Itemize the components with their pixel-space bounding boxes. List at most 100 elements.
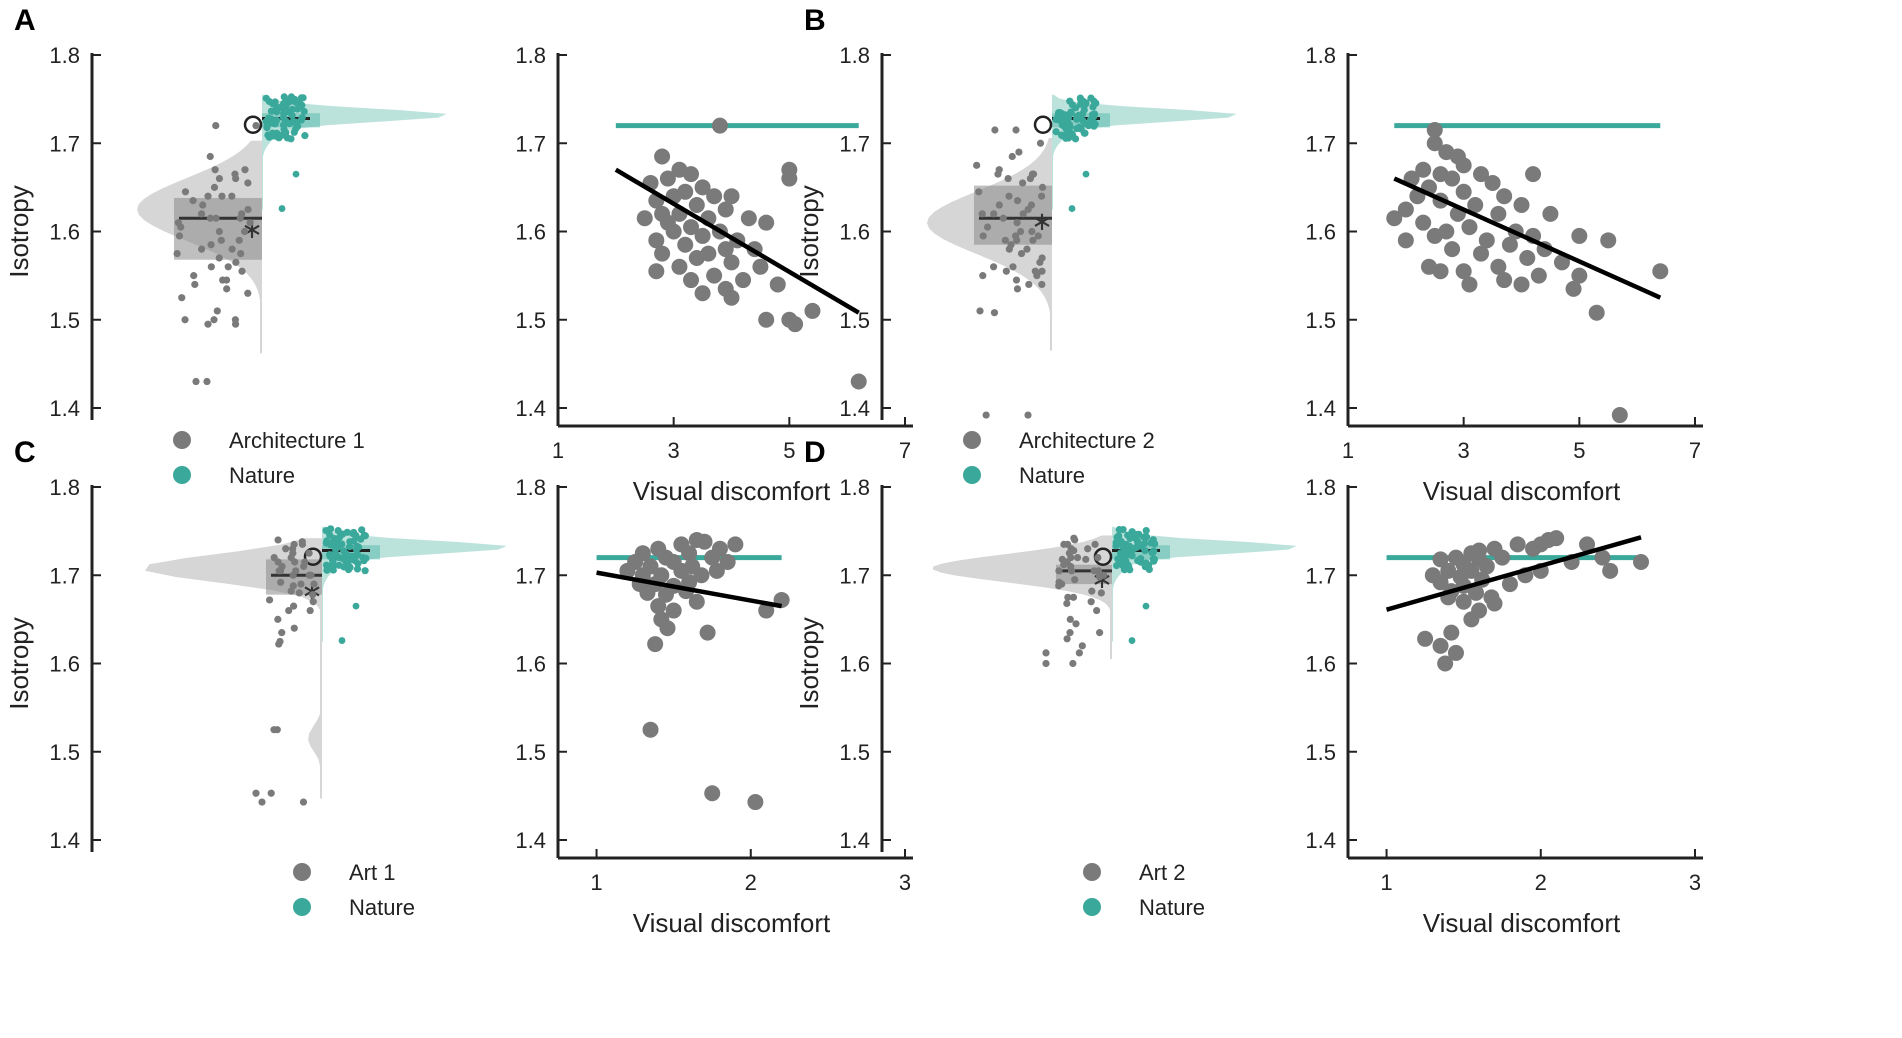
raincloud-dot-art <box>1087 598 1095 606</box>
y-tick-label: 1.4 <box>49 396 80 421</box>
raincloud-dot-nature <box>352 602 360 610</box>
raincloud-dot-art <box>1082 555 1090 563</box>
scatter-point <box>1571 267 1588 284</box>
raincloud-dot-art <box>1069 659 1077 668</box>
legend-marker-art <box>293 863 311 881</box>
raincloud-dot-nature <box>269 132 278 140</box>
raincloud-dot-art <box>282 545 290 553</box>
raincloud-dot-art <box>173 249 181 258</box>
raincloud-dot-art <box>1004 174 1012 183</box>
scatter-point <box>704 549 721 566</box>
raincloud-dot-art <box>1018 179 1027 187</box>
raincloud-dot-nature <box>1119 548 1127 556</box>
raincloud-dot-art <box>1094 567 1103 575</box>
raincloud-dot-art <box>204 192 212 200</box>
raincloud-dot-art <box>1029 236 1037 244</box>
scatter-point <box>735 272 752 289</box>
scatter-point <box>681 545 698 562</box>
raincloud-dot-art <box>276 637 284 646</box>
legend-marker-art <box>173 431 191 449</box>
scatter-point <box>1455 593 1472 610</box>
scatter-point <box>723 254 740 271</box>
raincloud-dot-art <box>252 789 260 797</box>
raincloud-dot-nature <box>293 105 302 113</box>
raincloud-dot-art <box>976 307 984 315</box>
raincloud-dot-art <box>1038 183 1047 191</box>
raincloud-dot-art <box>1071 576 1079 584</box>
scatter-point <box>717 241 734 258</box>
regression-line <box>596 570 783 609</box>
scatter-point <box>1415 161 1432 178</box>
raincloud-dot-art <box>204 320 212 328</box>
raincloud-dot-art <box>175 232 184 240</box>
raincloud-dot-art <box>1036 258 1044 266</box>
raincloud-dot-art <box>290 540 298 548</box>
raincloud-dot-art <box>990 210 998 218</box>
scatter-point <box>1455 183 1472 200</box>
x-axis-label: Visual discomfort <box>633 908 831 938</box>
raincloud-dot-art <box>274 536 282 544</box>
raincloud-dot-art <box>1072 620 1080 628</box>
scatter-point <box>1437 655 1454 672</box>
raincloud-dot-nature <box>346 563 354 572</box>
raincloud-dot-nature <box>301 132 309 140</box>
raincloud-dot-nature <box>1122 557 1130 565</box>
scatter-point <box>642 721 659 738</box>
raincloud-dot-nature <box>1073 124 1081 133</box>
scatter-point <box>727 536 744 553</box>
raincloud-dot-art <box>1096 629 1104 637</box>
raincloud-dot-art <box>213 307 221 315</box>
scatter-point <box>1461 219 1478 236</box>
scatter-point <box>683 219 700 236</box>
scatter-point <box>1467 197 1484 214</box>
raincloud-dot-art <box>1013 236 1021 244</box>
mean-marker-nature <box>1033 115 1053 134</box>
scatter-point <box>1386 210 1403 227</box>
raincloud-dot-art <box>211 166 219 174</box>
raincloud-dot-art <box>275 567 283 575</box>
x-axis-label: Visual discomfort <box>1423 476 1621 506</box>
raincloud-dot-art <box>991 126 999 134</box>
scatter-point <box>671 258 688 275</box>
raincloud-dot-art <box>181 188 190 196</box>
scatter-point <box>648 263 665 280</box>
scatter-point <box>1588 304 1605 321</box>
scatter-point <box>1478 558 1495 575</box>
raincloud-dot-art <box>203 377 211 386</box>
raincloud-dot-nature <box>282 117 290 125</box>
y-axis-label: Isotropy <box>794 617 824 710</box>
raincloud-dot-nature <box>1073 115 1081 123</box>
y-tick-label: 1.8 <box>515 475 546 500</box>
y-tick-label: 1.7 <box>1305 563 1336 588</box>
raincloud-dot-art <box>1012 276 1021 284</box>
raincloud-dot-art <box>298 538 306 546</box>
raincloud-dot-art <box>1023 245 1031 253</box>
scatter-point <box>636 210 653 227</box>
scatter-point <box>1496 188 1513 205</box>
raincloud-dot-nature <box>359 554 367 562</box>
scatter-point <box>781 170 798 187</box>
raincloud-dot-art <box>1078 642 1086 650</box>
y-tick-label: 1.6 <box>1305 220 1336 245</box>
panel-letter: C <box>14 436 36 469</box>
raincloud-dot-nature <box>1113 533 1121 541</box>
raincloud-dot-nature <box>278 205 286 212</box>
panel-b: B 1.4 1.5 1.6 1.7 1.8 Isotropy ∗ Architecture 2 N… <box>794 4 1703 506</box>
scatter-point <box>758 311 775 328</box>
scatter-point <box>1455 263 1472 280</box>
y-tick-label: 1.4 <box>515 396 546 421</box>
x-tick-label: 5 <box>783 438 795 463</box>
raincloud-dot-art <box>292 567 300 575</box>
scatter-point <box>1525 166 1542 183</box>
raincloud-dot-art <box>240 227 249 236</box>
raincloud-dot-art <box>1024 411 1032 419</box>
y-tick-label: 1.5 <box>49 740 80 765</box>
raincloud-dot-art <box>1036 139 1045 147</box>
raincloud-dot-nature <box>263 122 271 130</box>
scatter-point <box>1417 630 1434 647</box>
scatter-point <box>1447 644 1464 661</box>
raincloud-dot-art <box>1017 249 1026 258</box>
raincloud-dot-nature <box>1150 547 1158 555</box>
x-tick-label: 1 <box>1342 438 1354 463</box>
raincloud-dot-nature <box>360 531 368 539</box>
